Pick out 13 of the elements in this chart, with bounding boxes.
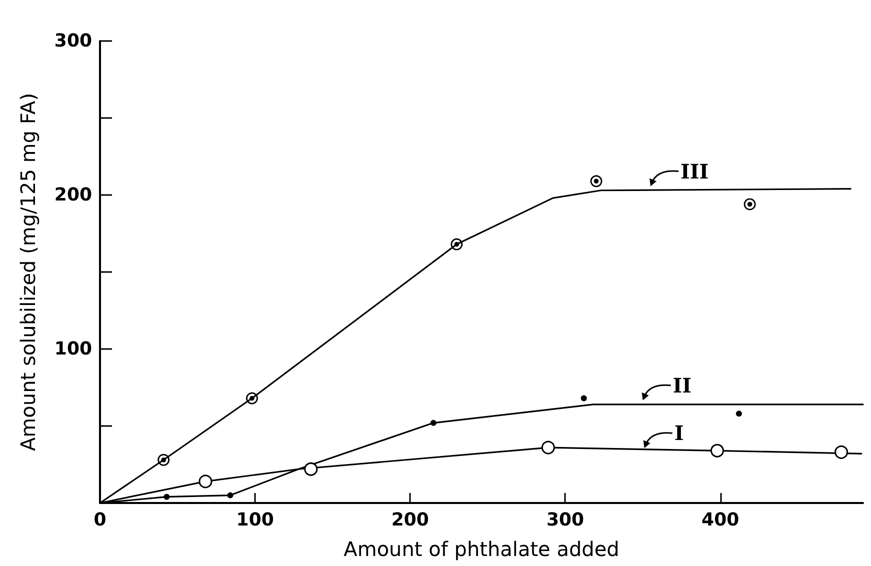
y-tick-label: 100 bbox=[54, 338, 92, 360]
y-axis-title: Amount solubilized (mg/125 mg FA) bbox=[16, 93, 40, 451]
annotation: II bbox=[672, 373, 692, 398]
x-tick-label: 0 bbox=[94, 510, 106, 530]
annotation: III bbox=[680, 159, 709, 184]
annotation: I bbox=[674, 421, 684, 446]
x-tick-label: 100 bbox=[236, 510, 274, 530]
x-tick-label: 200 bbox=[391, 510, 429, 530]
x-axis-title: Amount of phthalate added bbox=[344, 537, 620, 561]
x-tick-label: 300 bbox=[546, 510, 584, 530]
y-tick-label: 200 bbox=[54, 184, 92, 206]
x-tick-label: 400 bbox=[702, 510, 740, 530]
y-tick-label: 300 bbox=[54, 30, 92, 52]
